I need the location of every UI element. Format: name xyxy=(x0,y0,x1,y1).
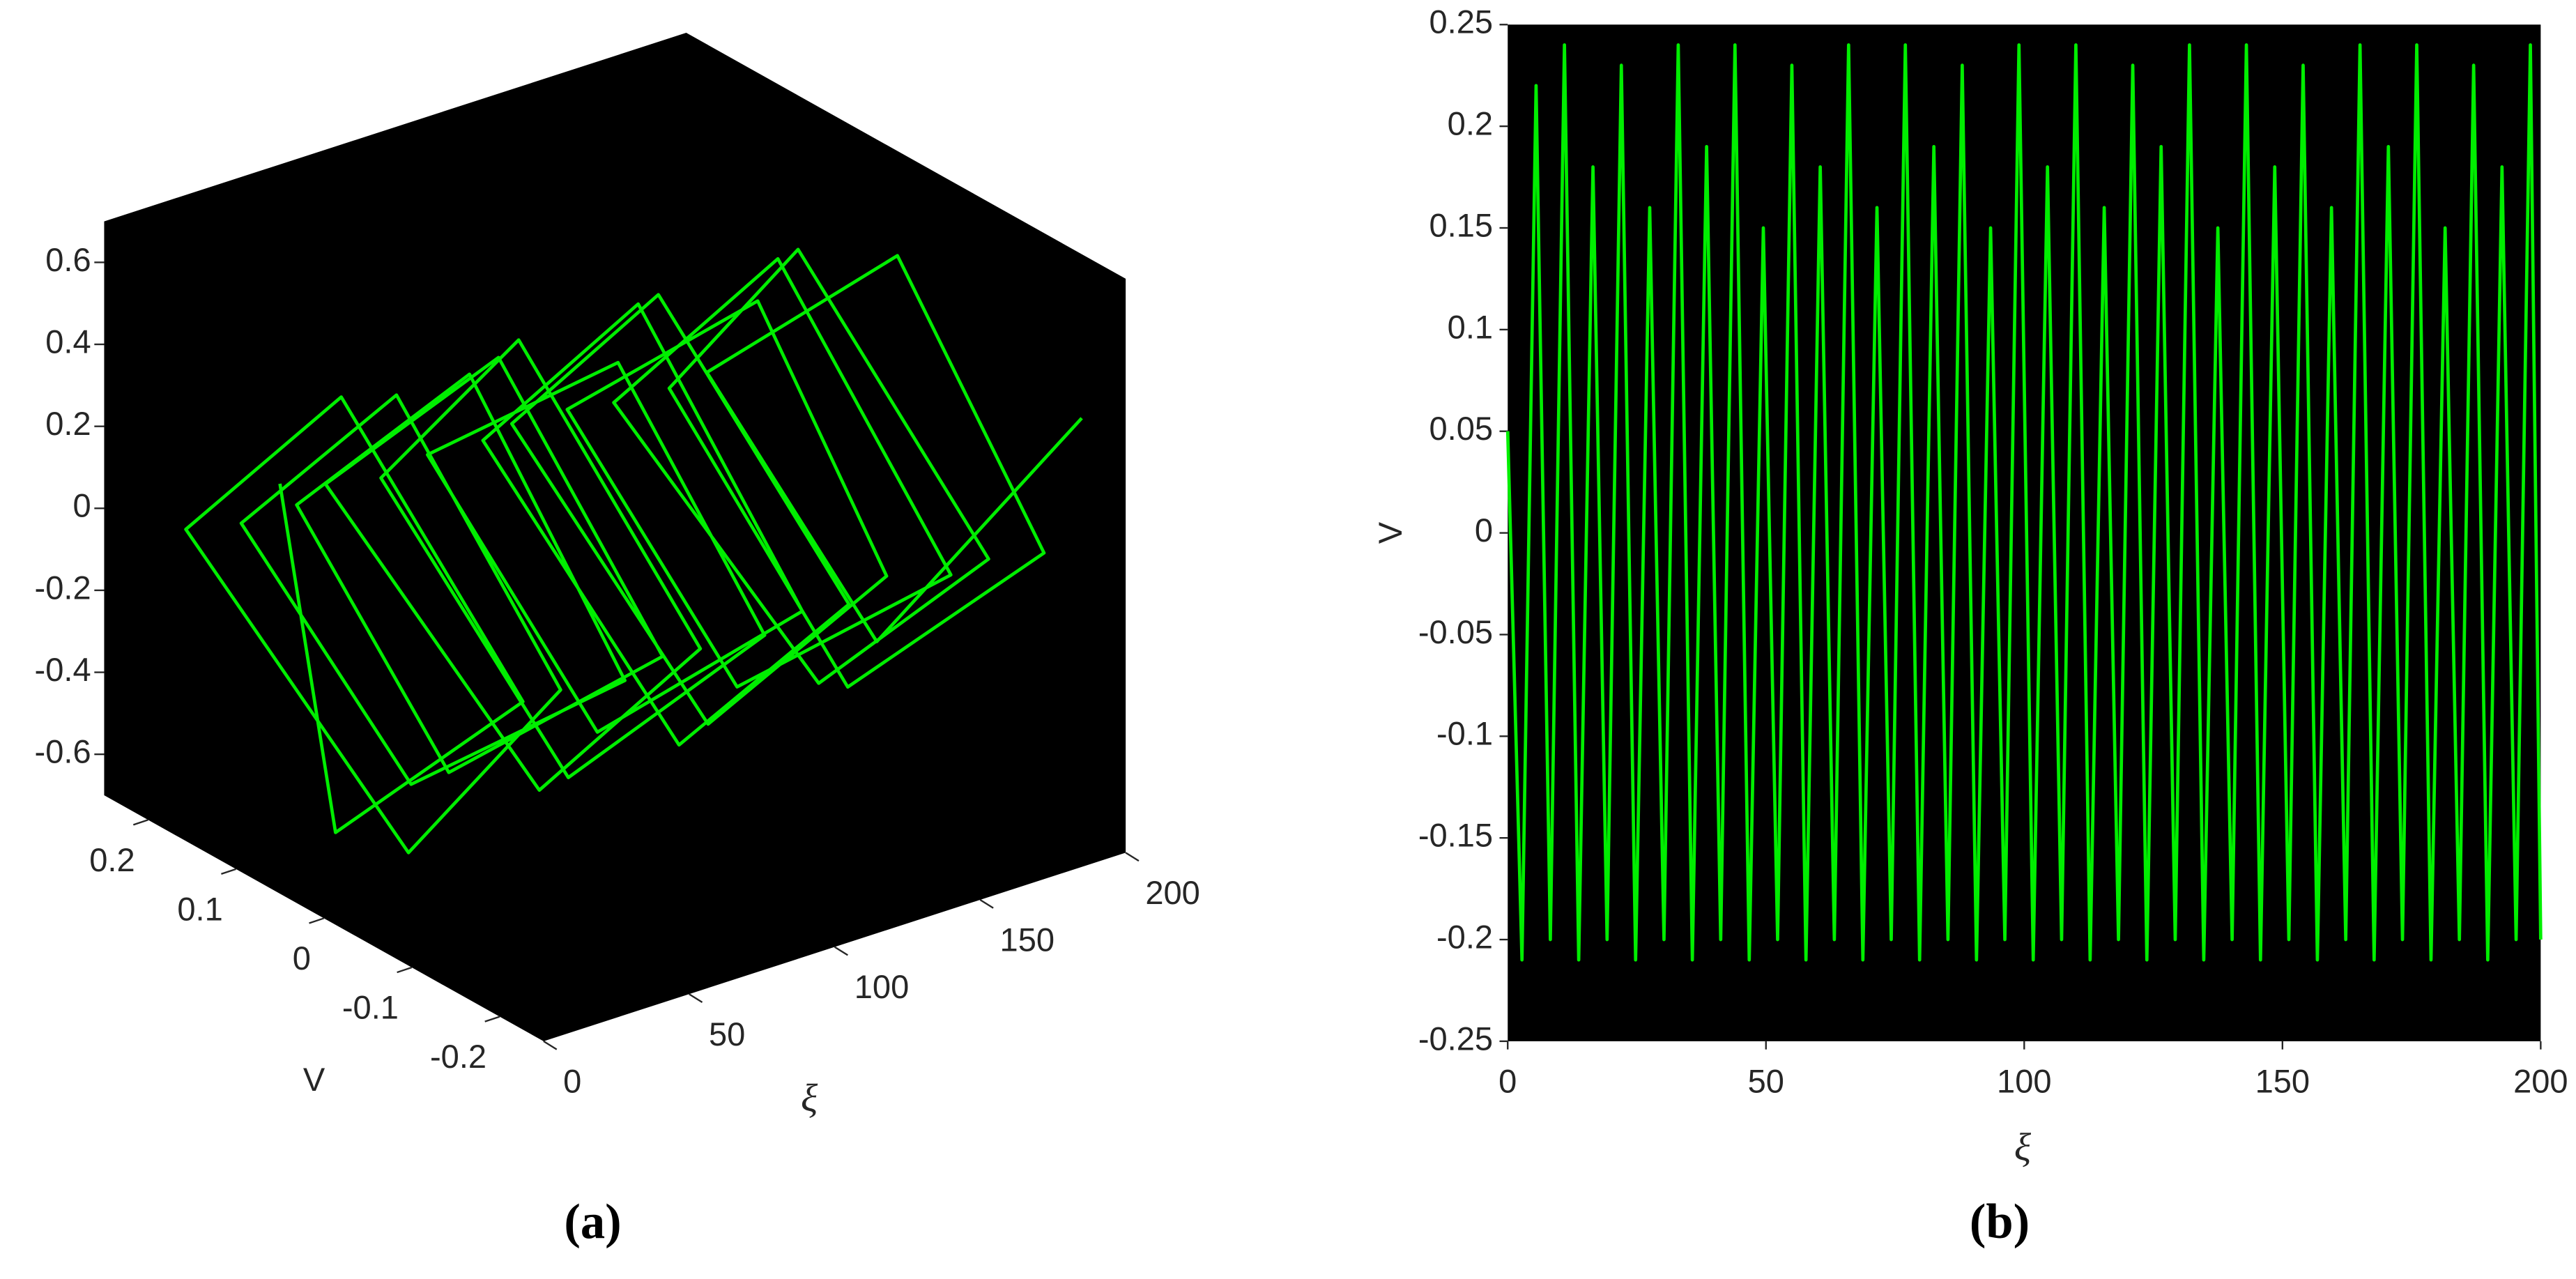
y-tick-label: 0 xyxy=(1475,512,1493,549)
y-tick-label: -0.05 xyxy=(1418,613,1493,650)
caption: (b) xyxy=(1970,1195,2030,1249)
x-tick-label: 0 xyxy=(563,1062,581,1099)
y-tick xyxy=(309,917,325,924)
y-tick xyxy=(397,966,413,974)
x-tick xyxy=(1125,852,1140,862)
y-tick-label: -0.2 xyxy=(430,1038,486,1075)
x-tick xyxy=(834,946,848,956)
x-tick-label: 50 xyxy=(709,1016,745,1052)
y-tick-label: 0 xyxy=(293,940,311,977)
y-tick-label: 0.1 xyxy=(177,890,222,927)
x-axis-label: ξ xyxy=(2014,1126,2032,1169)
y-tick-label: 0.15 xyxy=(1429,206,1493,243)
x-tick-label: 150 xyxy=(2255,1062,2310,1099)
z-tick-label: 0.4 xyxy=(45,323,91,360)
x-tick xyxy=(689,993,703,1004)
x-tick xyxy=(543,1040,558,1050)
x-tick-label: 100 xyxy=(1997,1062,2051,1099)
y-tick xyxy=(484,1016,500,1023)
y-tick-label: -0.2 xyxy=(1436,918,1493,955)
y-tick-label: 0.2 xyxy=(89,841,135,878)
y-tick-label: 0.1 xyxy=(1448,308,1493,345)
y-tick xyxy=(132,819,148,826)
x-tick-label: 200 xyxy=(2513,1062,2568,1099)
y-tick-label: -0.25 xyxy=(1418,1020,1493,1057)
x-tick-label: 100 xyxy=(854,968,910,1005)
y-tick-label: -0.15 xyxy=(1418,817,1493,854)
x-axis-label: ξ xyxy=(801,1077,818,1120)
series-line xyxy=(1505,43,2543,962)
y-tick xyxy=(221,868,236,875)
z-tick-label: 0 xyxy=(72,487,91,524)
z-tick-label: -0.2 xyxy=(35,569,91,606)
y-axis-label: V xyxy=(1372,521,1409,544)
z-tick-label: 0.6 xyxy=(45,241,91,278)
y-tick-label: -0.1 xyxy=(1436,715,1493,752)
x-tick-label: 0 xyxy=(1498,1062,1517,1099)
z-tick-label: 0.2 xyxy=(45,405,91,442)
y-tick-label: 0.05 xyxy=(1429,410,1493,447)
x-tick xyxy=(979,898,994,909)
x-tick-label: 200 xyxy=(1145,874,1200,911)
y-axis-label: V xyxy=(303,1061,325,1098)
y-tick-label: -0.1 xyxy=(342,989,399,1026)
x-tick-label: 150 xyxy=(1000,921,1055,958)
x-tick-label: 50 xyxy=(1748,1062,1784,1099)
caption: (a) xyxy=(564,1195,621,1249)
trajectory xyxy=(184,247,1083,855)
y-tick-label: 0.25 xyxy=(1429,3,1493,40)
z-tick-label: -0.4 xyxy=(35,651,91,688)
y-tick-label: 0.2 xyxy=(1448,105,1493,142)
plot-background xyxy=(104,33,1126,1041)
z-tick-label: -0.6 xyxy=(35,733,91,770)
